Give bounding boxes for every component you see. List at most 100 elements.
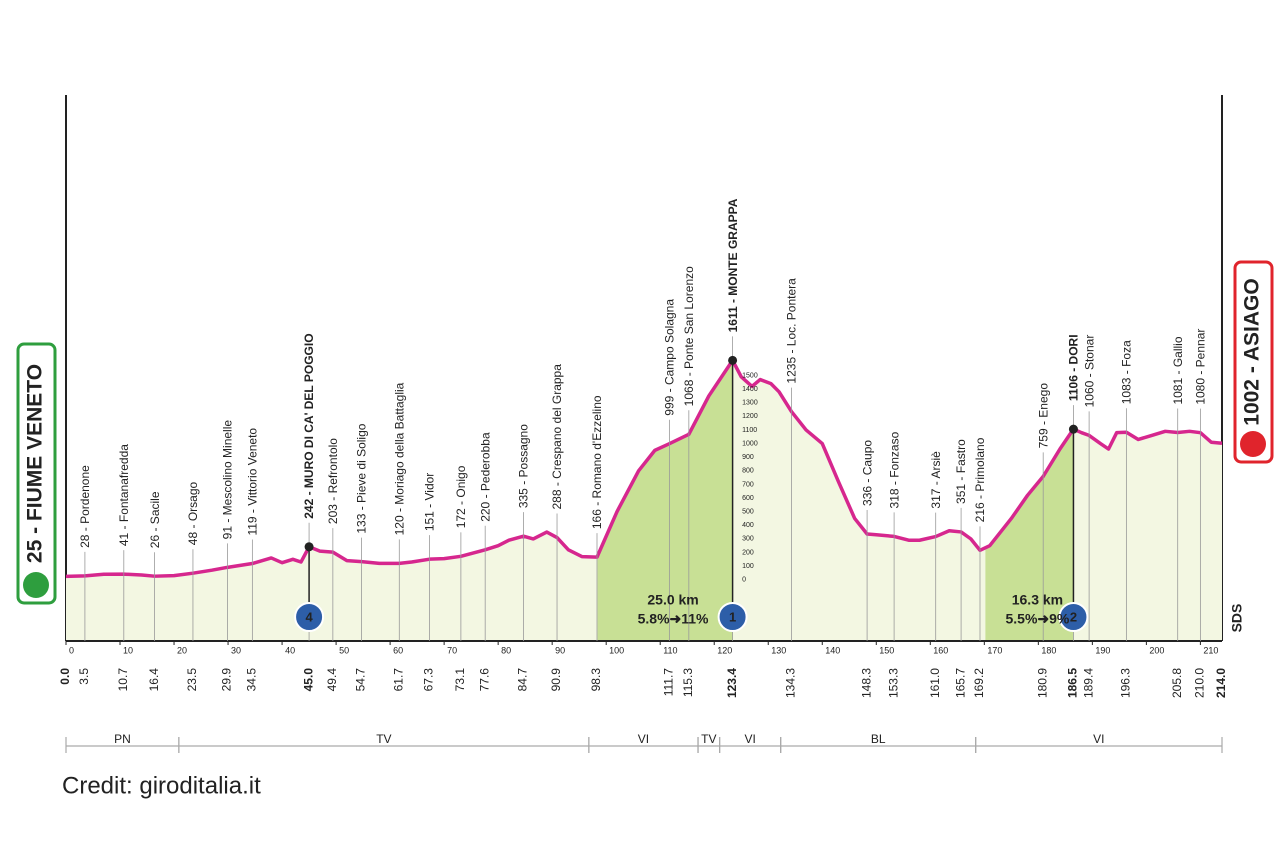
km-label: 134.3: [784, 668, 798, 698]
waypoint-label: 1080 - Pennar: [1194, 329, 1208, 405]
x-tick-label: 150: [879, 645, 894, 655]
waypoint-label: 166 - Romano d'Ezzelino: [590, 395, 604, 529]
waypoint-label: 759 - Enego: [1036, 383, 1050, 449]
y-tick-label: 100: [742, 563, 754, 570]
km-label: 54.7: [354, 668, 368, 692]
waypoint-label: 1611 - MONTE GRAPPA: [726, 198, 740, 332]
waypoint-label: 172 - Onigo: [454, 465, 468, 528]
waypoint-label: 351 - Fastro: [954, 439, 968, 504]
y-tick-label: 1000: [742, 440, 758, 447]
waypoint-label: 288 - Crespano del Grappa: [550, 364, 564, 510]
region-label: TV: [701, 732, 716, 746]
region-label: VI: [1093, 732, 1104, 746]
km-label: 98.3: [589, 668, 603, 692]
region-label: BL: [871, 732, 886, 746]
waypoint-label: 41 - Fontanafredda: [117, 444, 131, 546]
waypoint-label: 203 - Refrontolo: [326, 438, 340, 524]
x-tick-label: 50: [339, 645, 349, 655]
x-tick-label: 60: [393, 645, 403, 655]
km-label: 180.9: [1035, 668, 1049, 698]
y-tick-label: 700: [742, 481, 754, 488]
y-tick-label: 1400: [742, 386, 758, 393]
x-tick-label: 0: [69, 645, 74, 655]
climb-category: 1: [729, 609, 736, 624]
y-tick-label: 0: [742, 577, 746, 584]
x-tick-label: 200: [1149, 645, 1164, 655]
y-tick-label: 600: [742, 495, 754, 502]
km-label: 29.9: [220, 668, 234, 692]
km-label: 84.7: [516, 668, 530, 692]
waypoint-label: 242 - MURO DI CA' DEL POGGIO: [302, 333, 316, 518]
km-label: 16.4: [147, 668, 161, 692]
sign-icon: [1240, 431, 1266, 457]
km-label: 186.5: [1066, 668, 1080, 698]
waypoint-label: 999 - Campo Solagna: [663, 299, 677, 416]
climb-length: 25.0 km: [647, 592, 698, 608]
y-tick-label: 400: [742, 522, 754, 529]
x-tick-label: 20: [177, 645, 187, 655]
x-tick-label: 110: [663, 645, 677, 655]
km-label: 111.7: [662, 668, 676, 697]
km-label: 205.8: [1170, 668, 1184, 698]
credit: Credit: giroditalia.it: [62, 772, 261, 799]
x-tick-label: 70: [447, 645, 457, 655]
summit-dot: [304, 542, 314, 552]
climb-badge: [1058, 602, 1089, 632]
waypoint-label: 91 - Mescolino Minelle: [221, 420, 235, 540]
km-label: 23.5: [185, 668, 199, 692]
town-sign: [1233, 260, 1274, 464]
waypoint-label: 318 - Fonzaso: [887, 431, 901, 508]
km-label: 153.3: [886, 668, 900, 698]
x-tick-label: 190: [1095, 645, 1110, 655]
waypoint-label: 151 - Vidor: [423, 473, 437, 531]
town-label: 25 - FIUME VENETO: [24, 364, 47, 563]
km-label: 67.3: [422, 668, 436, 692]
km-label: 210.0: [1193, 668, 1207, 698]
x-tick-label: 80: [501, 645, 511, 655]
waypoint-label: 48 - Orsago: [186, 482, 200, 546]
waypoint-label: 1235 - Loc. Pontera: [785, 278, 799, 384]
waypoint-label: 1060 - Stonar: [1082, 335, 1096, 408]
waypoint-label: 119 - Vittorio Veneto: [246, 428, 260, 536]
y-tick-label: 1100: [742, 427, 757, 434]
km-label: 214.0: [1214, 668, 1228, 698]
waypoint-label: 26 - Sacile: [148, 491, 162, 548]
x-tick-label: 180: [1041, 645, 1056, 655]
km-label: 3.5: [77, 668, 91, 685]
km-label: 123.4: [725, 668, 739, 698]
region-label: TV: [376, 732, 391, 746]
x-tick-label: 140: [825, 645, 840, 655]
climb-category: 2: [1070, 609, 1077, 624]
x-tick-label: 120: [717, 645, 732, 655]
y-tick-label: 500: [742, 508, 754, 515]
summit-dot: [1068, 424, 1078, 434]
x-tick-label: 30: [231, 645, 241, 655]
climb-gradient: 5.5%➜9%: [1005, 611, 1069, 627]
waypoint-label: 120 - Moriago della Battaglia: [392, 382, 406, 535]
y-tick-label: 200: [742, 549, 754, 556]
waypoint-label: 216 - Primolano: [973, 437, 987, 522]
waypoint-label: 220 - Pederobba: [478, 432, 492, 522]
x-tick-label: 170: [987, 645, 1002, 655]
waypoint-label: 1083 - Foza: [1120, 340, 1134, 404]
region-label: PN: [114, 732, 131, 746]
x-tick-label: 10: [123, 645, 133, 655]
waypoint-label: 336 - Caupo: [860, 440, 874, 506]
waypoint-label: 1068 - Ponte San Lorenzo: [682, 266, 696, 406]
km-label: 165.7: [953, 668, 967, 698]
climb-shade: [597, 360, 733, 641]
km-label: 161.0: [928, 668, 942, 698]
climb-badge: [294, 602, 325, 632]
region-label: VI: [744, 732, 755, 746]
km-label: 0.0: [58, 668, 72, 685]
km-label: 148.3: [859, 668, 873, 698]
km-label: 196.3: [1119, 668, 1133, 698]
x-tick-label: 210: [1203, 645, 1218, 655]
climb-badge: [717, 602, 748, 632]
km-label: 73.1: [453, 668, 467, 692]
km-label: 34.5: [245, 668, 259, 692]
x-tick-label: 90: [555, 645, 565, 655]
waypoint-label: 133 - Pieve di Soligo: [355, 423, 369, 533]
km-label: 189.4: [1081, 668, 1095, 698]
